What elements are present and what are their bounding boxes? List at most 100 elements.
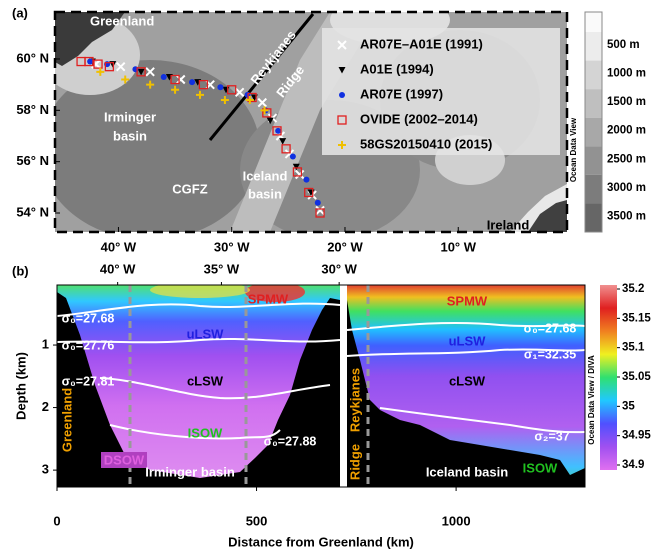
greenland-land	[55, 12, 125, 66]
water-mass-label: ISOW	[523, 460, 558, 475]
colorbar-swatch	[585, 174, 602, 204]
colorbar-label: 35.15	[622, 312, 651, 324]
isopycnal	[347, 348, 585, 357]
track-point	[247, 92, 257, 103]
basin-shade	[55, 60, 260, 232]
track-point	[170, 74, 180, 85]
track-point	[262, 108, 272, 118]
water-mass-label: uLSW	[187, 326, 225, 341]
place-label: basin	[113, 128, 147, 143]
colorbar-label: 3500 m	[607, 210, 646, 222]
colorbar-label: 35.05	[622, 371, 651, 383]
field-patch	[245, 285, 305, 302]
track-point	[220, 96, 229, 105]
top-x-tick-label: 40° W	[100, 261, 136, 276]
field-patch	[150, 285, 250, 298]
y-tick-label: 2	[42, 399, 49, 414]
track-point	[279, 138, 287, 145]
track-point	[260, 106, 269, 115]
tracks	[76, 56, 325, 218]
colorbar	[600, 285, 617, 470]
legend-box	[322, 28, 560, 155]
colorbar-swatch	[585, 32, 602, 61]
track-point	[198, 79, 209, 90]
track-point	[217, 84, 224, 91]
isopycnal-label: σ₀=27.68	[62, 311, 115, 325]
track-point	[96, 67, 105, 76]
x-axis-label: Distance from Greenland (km)	[228, 534, 414, 549]
legend-marker	[338, 67, 346, 74]
track-point	[104, 62, 115, 72]
section-right	[347, 285, 585, 487]
legend-marker	[337, 115, 347, 125]
y-tick-label: 56° N	[16, 153, 49, 168]
track-point	[314, 199, 321, 206]
legend-label: AR07E (1997)	[360, 86, 443, 101]
x-tick-label: 30° W	[214, 239, 250, 254]
track-point	[292, 167, 303, 177]
x-tick-label: 0	[53, 513, 60, 528]
track-point	[292, 163, 300, 171]
track-point	[272, 126, 282, 136]
track-point	[227, 85, 237, 95]
colorbar-label: 35.1	[622, 342, 645, 354]
y-tick-label: 1	[42, 336, 49, 351]
track-point	[171, 85, 180, 94]
water-mass-label: ISOW	[188, 425, 223, 440]
track-point	[234, 87, 245, 98]
legend: AR07E–A01E (1991) A01E (1994) AR07E (1997)…	[337, 36, 492, 151]
isopycnal	[57, 337, 340, 344]
track-point	[266, 117, 274, 125]
track-point	[136, 67, 146, 77]
track-point	[87, 58, 94, 65]
legend-marker	[337, 40, 347, 50]
colorbar-label: 500 m	[607, 39, 640, 51]
colorbar-label: 2500 m	[607, 153, 646, 165]
top-x-tick-label: 30° W	[321, 261, 357, 276]
water-mass-label: uLSW	[449, 333, 487, 348]
track-point	[245, 96, 254, 105]
track-point	[121, 75, 130, 84]
place-label: Reykjanes	[347, 368, 362, 432]
place-label: Ireland	[487, 217, 530, 232]
water-mass-label: SPMW	[248, 291, 289, 306]
water-mass-label: DSOW	[104, 452, 145, 467]
x-tick-label: 500	[246, 513, 268, 528]
legend-label: OVIDE (2002–2014)	[360, 111, 478, 126]
colorbar-swatch	[585, 12, 602, 32]
colorbar-swatch	[585, 203, 602, 232]
isopycnal-label: σ₀=27.81	[62, 374, 115, 388]
place-label: CGFZ	[172, 181, 207, 196]
track-point	[281, 144, 291, 154]
label-box	[101, 452, 147, 468]
isopycnal-label: σ₁=32.35	[524, 347, 576, 361]
isopycnal	[99, 377, 331, 400]
isopycnal-label: σ₀=27.76	[62, 338, 115, 352]
track-point	[304, 187, 314, 198]
track-point	[315, 205, 325, 216]
legend-label: A01E (1994)	[360, 61, 434, 76]
place-label: Irminger basin	[145, 464, 235, 479]
gap	[340, 285, 347, 487]
place-label: Greenland	[59, 388, 74, 452]
track-point	[93, 59, 103, 69]
map-frame	[53, 10, 569, 234]
x-tick-label: 10° W	[440, 239, 476, 254]
seafloor	[347, 300, 585, 487]
track-point	[303, 176, 310, 183]
track-point	[289, 153, 296, 160]
isopycnal-label: σ₀=27.68	[524, 321, 577, 335]
ridge-line	[208, 13, 315, 141]
colorbar-swatch	[585, 146, 602, 175]
isopycnal	[347, 321, 585, 331]
water-mass-label: SPMW	[447, 293, 488, 308]
colorbar-swatch	[585, 117, 602, 147]
colorbar-label: 34.9	[622, 459, 644, 471]
colorbar-label: 2000 m	[607, 125, 646, 137]
track-point	[115, 61, 126, 72]
place-label: Iceland basin	[426, 464, 508, 479]
x-tick-label: 1000	[442, 513, 471, 528]
track-point	[145, 67, 155, 77]
